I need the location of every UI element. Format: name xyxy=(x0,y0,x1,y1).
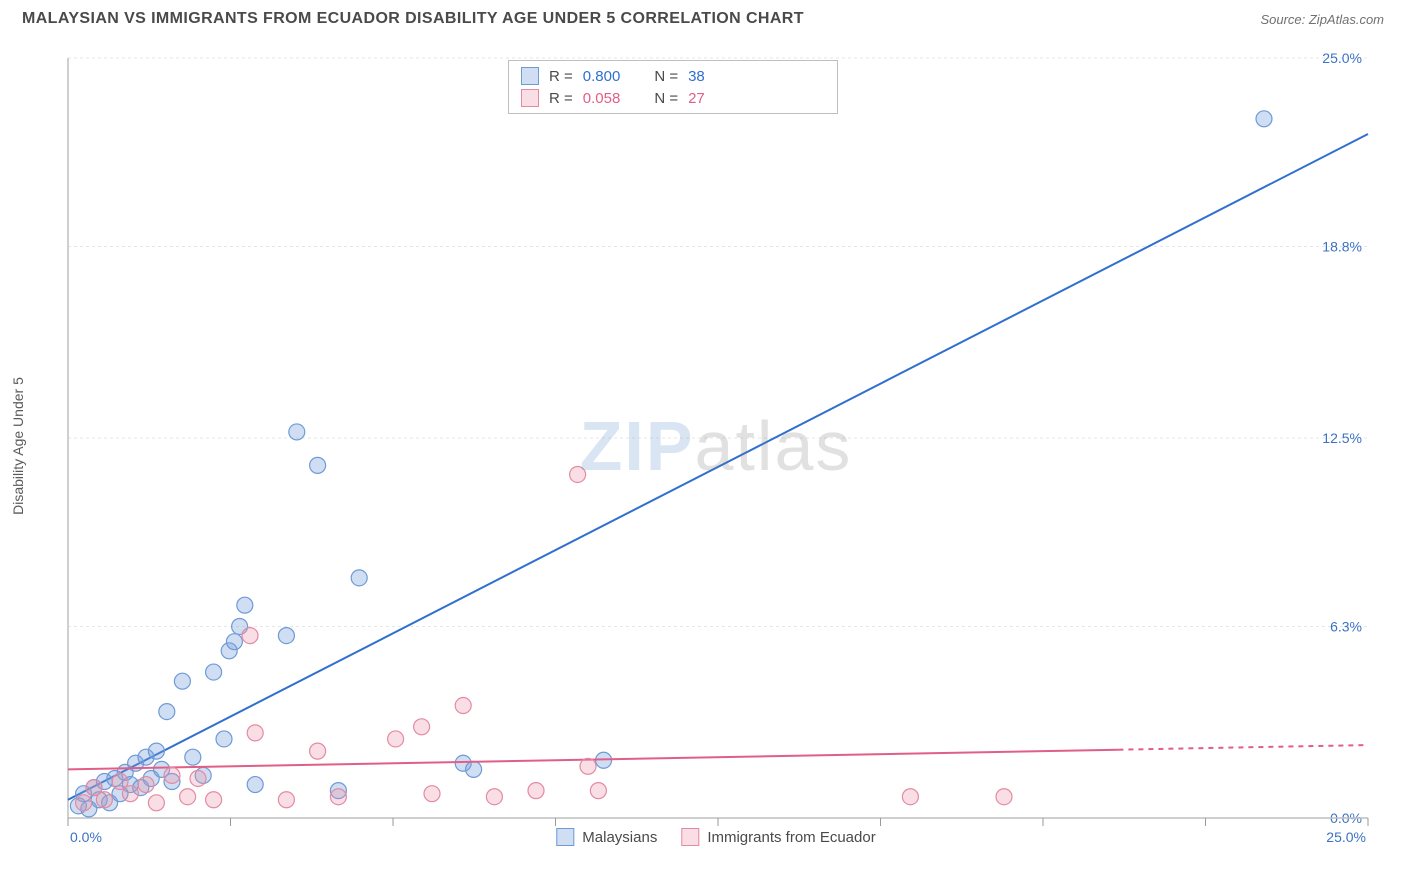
series-swatch-icon xyxy=(521,67,539,85)
series-legend: Malaysians Immigrants from Ecuador xyxy=(556,828,875,846)
data-point xyxy=(310,457,326,473)
data-point xyxy=(580,758,596,774)
data-point xyxy=(180,789,196,805)
data-point xyxy=(388,731,404,747)
data-point xyxy=(185,749,201,765)
data-point xyxy=(148,795,164,811)
data-point xyxy=(159,704,175,720)
n-value: 38 xyxy=(688,68,705,85)
data-point xyxy=(466,761,482,777)
chart-area: Disability Age Under 5 0.0%6.3%12.5%18.8… xyxy=(48,48,1384,844)
r-value: 0.058 xyxy=(583,90,621,107)
x-tick-label: 0.0% xyxy=(70,829,102,844)
data-point xyxy=(190,770,206,786)
data-point xyxy=(216,731,232,747)
r-label: R = xyxy=(549,90,573,107)
y-tick-label: 6.3% xyxy=(1330,618,1362,634)
data-point xyxy=(1256,111,1272,127)
n-label: N = xyxy=(654,90,678,107)
data-point xyxy=(278,792,294,808)
data-point xyxy=(247,777,263,793)
data-point xyxy=(242,628,258,644)
data-point xyxy=(570,466,586,482)
y-tick-label: 12.5% xyxy=(1322,430,1362,446)
data-point xyxy=(289,424,305,440)
series-swatch-icon xyxy=(556,828,574,846)
n-value: 27 xyxy=(688,90,705,107)
data-point xyxy=(310,743,326,759)
r-value: 0.800 xyxy=(583,68,621,85)
data-point xyxy=(455,698,471,714)
data-point xyxy=(424,786,440,802)
data-point xyxy=(590,783,606,799)
y-axis-label: Disability Age Under 5 xyxy=(10,377,26,515)
data-point xyxy=(902,789,918,805)
legend-item: Malaysians xyxy=(556,828,657,846)
r-label: R = xyxy=(549,68,573,85)
header: MALAYSIAN VS IMMIGRANTS FROM ECUADOR DIS… xyxy=(0,0,1406,34)
data-point xyxy=(206,664,222,680)
data-point xyxy=(226,634,242,650)
data-point xyxy=(164,767,180,783)
data-point xyxy=(237,597,253,613)
chart-title: MALAYSIAN VS IMMIGRANTS FROM ECUADOR DIS… xyxy=(22,10,804,28)
series-swatch-icon xyxy=(681,828,699,846)
data-point xyxy=(138,777,154,793)
legend-item: Immigrants from Ecuador xyxy=(681,828,875,846)
data-point xyxy=(486,789,502,805)
legend-label: Malaysians xyxy=(582,829,657,846)
data-point xyxy=(96,792,112,808)
data-point xyxy=(351,570,367,586)
data-point xyxy=(278,628,294,644)
y-tick-label: 18.8% xyxy=(1322,238,1362,254)
n-label: N = xyxy=(654,68,678,85)
scatter-chart: 0.0%6.3%12.5%18.8%25.0%0.0%25.0% xyxy=(48,48,1384,844)
stats-row: R = 0.800 N = 38 xyxy=(509,65,837,87)
data-point xyxy=(996,789,1012,805)
data-point xyxy=(414,719,430,735)
data-point xyxy=(528,783,544,799)
stats-row: R = 0.058 N = 27 xyxy=(509,87,837,109)
data-point xyxy=(148,743,164,759)
series-swatch-icon xyxy=(521,89,539,107)
legend-label: Immigrants from Ecuador xyxy=(707,829,875,846)
data-point xyxy=(76,795,92,811)
correlation-stats-box: R = 0.800 N = 38 R = 0.058 N = 27 xyxy=(508,60,838,114)
data-point xyxy=(174,673,190,689)
source-attribution: Source: ZipAtlas.com xyxy=(1260,12,1384,27)
data-point xyxy=(330,789,346,805)
data-point xyxy=(247,725,263,741)
x-tick-label: 25.0% xyxy=(1326,829,1366,844)
data-point xyxy=(122,786,138,802)
data-point xyxy=(206,792,222,808)
y-tick-label: 25.0% xyxy=(1322,50,1362,66)
